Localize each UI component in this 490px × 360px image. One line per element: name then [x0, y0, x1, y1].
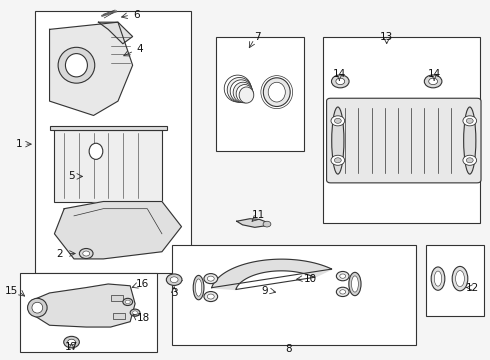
Ellipse shape — [431, 267, 445, 290]
Polygon shape — [32, 284, 135, 327]
Text: 13: 13 — [380, 32, 393, 41]
Circle shape — [79, 248, 93, 258]
Ellipse shape — [236, 85, 253, 103]
Ellipse shape — [27, 298, 47, 317]
Circle shape — [263, 221, 271, 227]
Circle shape — [123, 298, 133, 306]
Circle shape — [64, 336, 79, 348]
Bar — [20, 273, 157, 352]
Circle shape — [463, 155, 477, 165]
Bar — [426, 244, 485, 316]
Circle shape — [340, 290, 345, 294]
Text: 6: 6 — [133, 10, 140, 20]
Ellipse shape — [32, 302, 43, 313]
Circle shape — [334, 118, 341, 123]
Circle shape — [466, 158, 473, 163]
Ellipse shape — [263, 78, 290, 107]
Ellipse shape — [351, 276, 358, 292]
Text: 14: 14 — [427, 69, 441, 79]
Ellipse shape — [66, 54, 87, 77]
Text: 8: 8 — [286, 343, 293, 354]
Text: 9: 9 — [261, 286, 268, 296]
Text: 7: 7 — [254, 32, 261, 41]
Bar — [216, 37, 304, 151]
Bar — [113, 313, 125, 319]
Text: 10: 10 — [303, 274, 317, 284]
FancyBboxPatch shape — [327, 98, 481, 183]
Ellipse shape — [456, 271, 465, 287]
Circle shape — [207, 294, 214, 299]
Polygon shape — [98, 22, 133, 44]
Ellipse shape — [224, 75, 251, 102]
Circle shape — [130, 309, 140, 316]
Circle shape — [340, 274, 345, 278]
Text: 12: 12 — [466, 283, 479, 293]
Ellipse shape — [452, 266, 468, 291]
Bar — [35, 12, 191, 273]
Ellipse shape — [227, 77, 252, 102]
Text: 4: 4 — [137, 44, 143, 54]
Ellipse shape — [268, 82, 285, 102]
Circle shape — [429, 78, 438, 85]
Text: 2: 2 — [56, 248, 63, 258]
Ellipse shape — [239, 87, 254, 103]
Circle shape — [336, 78, 344, 85]
Bar — [54, 130, 162, 202]
Circle shape — [331, 155, 344, 165]
Circle shape — [331, 75, 349, 88]
Ellipse shape — [193, 275, 204, 300]
Polygon shape — [212, 259, 332, 289]
Circle shape — [463, 116, 477, 126]
Text: 17: 17 — [65, 342, 78, 352]
Ellipse shape — [349, 273, 361, 296]
Ellipse shape — [464, 107, 476, 174]
Ellipse shape — [196, 279, 202, 296]
Bar — [172, 244, 416, 345]
Ellipse shape — [89, 143, 103, 159]
Circle shape — [170, 277, 178, 283]
Circle shape — [331, 116, 344, 126]
Circle shape — [334, 158, 341, 163]
Text: 14: 14 — [333, 69, 346, 79]
Bar — [49, 126, 167, 130]
Bar — [323, 37, 480, 223]
Circle shape — [204, 274, 218, 284]
Circle shape — [466, 118, 473, 123]
Text: 5: 5 — [68, 171, 75, 181]
Circle shape — [336, 271, 349, 281]
Text: 11: 11 — [252, 210, 265, 220]
Text: 1: 1 — [16, 139, 23, 149]
Ellipse shape — [332, 107, 344, 174]
Polygon shape — [54, 202, 181, 259]
Circle shape — [207, 276, 214, 281]
Polygon shape — [237, 219, 267, 227]
Text: 3: 3 — [171, 288, 177, 298]
Bar — [111, 295, 123, 301]
Circle shape — [424, 75, 442, 88]
Circle shape — [336, 287, 349, 297]
Ellipse shape — [58, 47, 95, 83]
Text: 16: 16 — [136, 279, 149, 289]
Circle shape — [204, 292, 218, 302]
Circle shape — [83, 251, 90, 256]
Ellipse shape — [230, 80, 252, 103]
Circle shape — [166, 274, 182, 285]
Polygon shape — [49, 22, 133, 116]
Text: 18: 18 — [137, 313, 150, 323]
Circle shape — [125, 300, 130, 304]
Circle shape — [133, 311, 138, 315]
Ellipse shape — [434, 271, 441, 286]
Circle shape — [68, 339, 75, 345]
Text: 15: 15 — [5, 286, 18, 296]
Ellipse shape — [233, 82, 253, 103]
